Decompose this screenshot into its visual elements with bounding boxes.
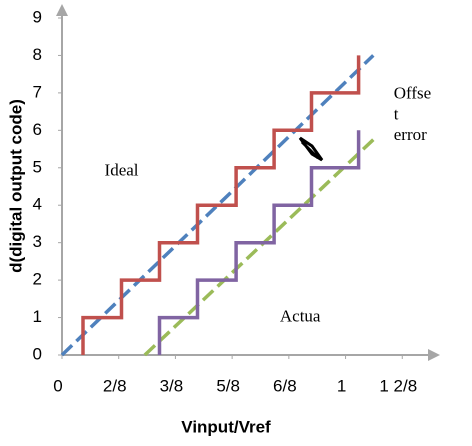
x-tick-label: 0: [53, 376, 62, 395]
x-axis-label: Vinput/Vref: [181, 417, 271, 436]
y-tick-label: 2: [33, 270, 42, 289]
y-tick-label: 5: [33, 157, 42, 176]
y-tick-label: 9: [33, 7, 42, 26]
x-tick-label: 2/8: [103, 376, 127, 395]
offset-marker: [300, 138, 322, 160]
y-axis-arrow: [56, 4, 68, 16]
y-tick-label: 4: [33, 195, 42, 214]
x-axis-arrow: [428, 349, 440, 361]
x-tick-label: 3/8: [160, 376, 184, 395]
annotation: error: [394, 125, 427, 144]
annotation: t: [394, 104, 399, 123]
y-tick-label: 0: [33, 344, 42, 363]
y-tick-label: 7: [33, 82, 42, 101]
y-tick-label: 3: [33, 232, 42, 251]
annotation: Actua: [280, 306, 321, 325]
x-tick-label: 5/8: [216, 376, 240, 395]
x-tick-label: 1 2/8: [379, 376, 417, 395]
series-line: [145, 140, 373, 355]
x-tick-label: 6/8: [273, 376, 297, 395]
y-tick-label: 8: [33, 45, 42, 64]
y-axis-label: d(digital output code): [6, 99, 25, 273]
chart: Vinput/Vref d(digital output code) 0 1 2 3 4…: [0, 0, 472, 446]
x-tick-label: 1: [337, 376, 346, 395]
annotation: Ideal: [105, 160, 139, 179]
y-tick-label: 6: [33, 120, 42, 139]
y-tick-label: 1: [33, 307, 42, 326]
annotation: Offse: [394, 84, 431, 103]
